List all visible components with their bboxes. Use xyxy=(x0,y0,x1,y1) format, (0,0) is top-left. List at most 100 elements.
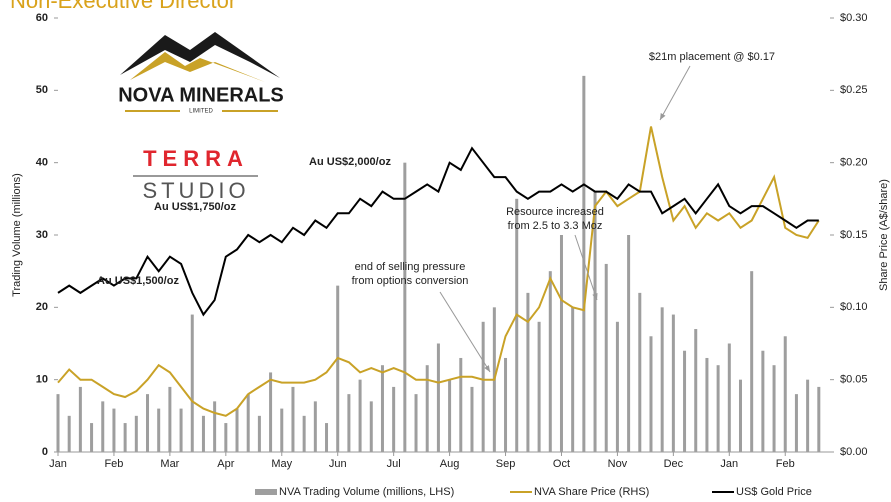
bar xyxy=(325,423,329,452)
bar xyxy=(380,365,384,452)
arrow-head xyxy=(484,365,490,372)
bar xyxy=(336,285,340,452)
x-tick-label: Oct xyxy=(553,458,570,470)
bar xyxy=(269,372,273,452)
annotation-arrow xyxy=(574,234,598,301)
bar xyxy=(593,191,597,452)
bar xyxy=(403,162,407,452)
bar xyxy=(727,343,731,452)
bar xyxy=(548,271,552,452)
x-tick-label: Jan xyxy=(720,458,738,470)
bar xyxy=(213,401,217,452)
logo-text: LIMITED xyxy=(189,109,213,115)
x-tick-label: Apr xyxy=(217,458,234,470)
logo-text: NOVA MINERALS xyxy=(118,84,284,106)
bar xyxy=(694,329,698,452)
legend-label: NVA Trading Volume (millions, LHS) xyxy=(279,486,454,498)
bar xyxy=(56,394,60,452)
y2-tick-label: $0.20 xyxy=(840,157,868,169)
y2-tick-label: $0.00 xyxy=(840,446,868,458)
x-tick-label: Feb xyxy=(104,458,123,470)
y2-tick-label: $0.10 xyxy=(840,301,868,313)
y2-tick-label: $0.15 xyxy=(840,229,868,241)
bar xyxy=(761,350,765,452)
bar xyxy=(123,423,127,452)
x-tick-label: Nov xyxy=(608,458,628,470)
annotation: $21m placement @ $0.17 xyxy=(649,51,775,63)
y-tick-label: 10 xyxy=(36,374,48,386)
bar xyxy=(738,379,742,452)
annotation: Au US$1,500/oz xyxy=(97,275,179,287)
y-tick-label: 0 xyxy=(42,446,48,458)
bar xyxy=(280,408,284,452)
bar xyxy=(582,75,586,452)
bar xyxy=(526,292,530,452)
nova-logo: NOVA MINERALS LIMITED xyxy=(118,32,284,115)
bar xyxy=(448,379,452,452)
line-series xyxy=(57,126,820,417)
bar xyxy=(627,235,631,452)
bar xyxy=(806,379,810,452)
bar xyxy=(817,386,821,452)
bar xyxy=(246,394,250,452)
logo-text: STUDIO xyxy=(142,178,249,203)
bar xyxy=(638,292,642,452)
bar xyxy=(134,415,138,452)
bar xyxy=(649,336,653,452)
terra-logo: TERRA STUDIO xyxy=(133,146,258,203)
bar xyxy=(772,365,776,452)
arrow-head xyxy=(660,113,666,120)
annotation: from options conversion xyxy=(352,275,469,287)
bar xyxy=(157,408,161,452)
bar xyxy=(425,365,429,452)
bar xyxy=(794,394,798,452)
y2-tick-label: $0.25 xyxy=(840,84,868,96)
y-tick-label: 60 xyxy=(36,12,48,24)
chart-title: Non-Executive Director xyxy=(10,0,236,13)
bar xyxy=(67,415,71,452)
bar xyxy=(190,314,194,452)
x-tick-label: Dec xyxy=(664,458,684,470)
bar xyxy=(201,415,205,452)
bar xyxy=(414,394,418,452)
bar xyxy=(392,386,396,452)
annotation: from 2.5 to 3.3 Moz xyxy=(508,220,603,232)
bar xyxy=(224,423,228,452)
bar xyxy=(504,357,508,452)
bar xyxy=(537,321,541,452)
bar xyxy=(436,343,440,452)
bar xyxy=(112,408,116,452)
bar xyxy=(716,365,720,452)
annotation-arrow xyxy=(439,291,491,373)
bar xyxy=(146,394,150,452)
annotation: Au US$2,000/oz xyxy=(309,156,391,168)
y-tick-label: 40 xyxy=(36,157,48,169)
bar xyxy=(571,307,575,452)
x-tick-label: Jul xyxy=(387,458,401,470)
y2-axis-label: Share Price (A$/share) xyxy=(878,179,890,291)
annotation: Resource increased xyxy=(506,206,604,218)
bar xyxy=(459,357,463,452)
bar xyxy=(615,321,619,452)
y-tick-label: 50 xyxy=(36,84,48,96)
bar xyxy=(358,379,362,452)
logo-text: TERRA xyxy=(143,146,249,171)
bar xyxy=(257,415,261,452)
bar xyxy=(90,423,94,452)
bar xyxy=(78,386,82,452)
bar xyxy=(347,394,351,452)
arrow-head xyxy=(592,293,598,300)
bar xyxy=(783,336,787,452)
bar xyxy=(559,235,563,452)
bar xyxy=(660,307,664,452)
bar xyxy=(291,386,295,452)
bar xyxy=(671,314,675,452)
bar xyxy=(750,271,754,452)
y-tick-label: 20 xyxy=(36,301,48,313)
x-tick-label: Sep xyxy=(496,458,516,470)
legend-swatch xyxy=(255,489,277,495)
y-tick-label: 30 xyxy=(36,229,48,241)
y-axis-label: Trading Volume (millions) xyxy=(11,173,23,297)
y2-tick-label: $0.30 xyxy=(840,12,868,24)
legend-label: US$ Gold Price xyxy=(736,486,812,498)
